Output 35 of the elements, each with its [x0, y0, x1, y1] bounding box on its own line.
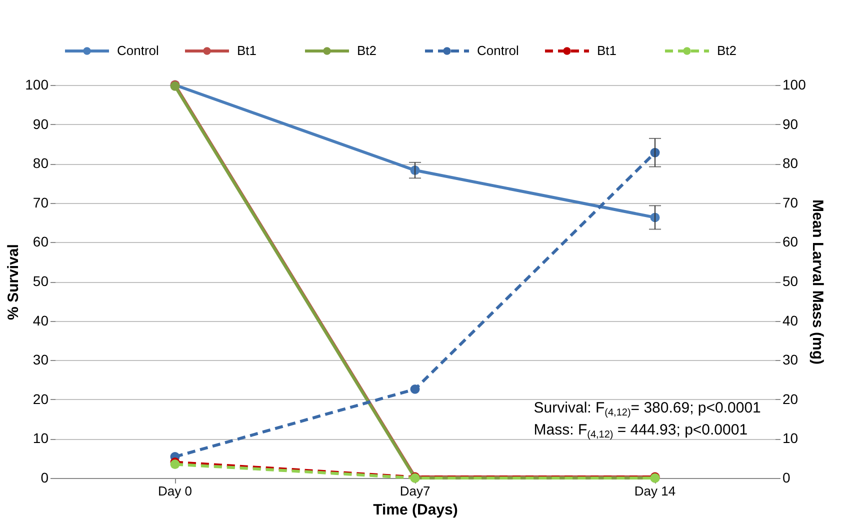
point [410, 384, 420, 394]
y-tick-label: 90 [32, 116, 49, 132]
y-tick-label: 40 [32, 312, 49, 328]
y2-tick-label: 10 [782, 430, 798, 446]
y2-tick-label: 60 [782, 234, 798, 250]
x-axis-title: Time (Days) [373, 502, 458, 518]
x-tick-label: Day 14 [634, 484, 676, 498]
y2-tick-label: 20 [782, 390, 798, 407]
y2-tick-label: 80 [782, 155, 798, 172]
legend-label: Bt2 [717, 43, 737, 58]
y-tick-label: 10 [32, 430, 49, 446]
y2-tick-label: 0 [782, 470, 790, 486]
y-axis-title: % Survival [5, 244, 22, 320]
y2-tick-label: 30 [782, 352, 798, 368]
y-tick-label: 30 [32, 352, 49, 368]
legend-label: Bt1 [237, 43, 257, 58]
x-tick-label: Day 0 [158, 484, 192, 498]
legend-label: Control [117, 43, 160, 58]
legend-label: Control [477, 43, 520, 58]
y-tick-label: 70 [32, 194, 49, 210]
legend-label: Bt2 [357, 43, 377, 58]
y2-tick-label: 90 [782, 116, 798, 132]
x-tick-label: Day7 [400, 484, 430, 498]
y2-tick-label: 70 [782, 194, 798, 210]
y-tick-label: 80 [32, 155, 49, 172]
y2-axis-title: Mean Larval Mass (mg) [808, 199, 826, 365]
legend-label: Bt1 [597, 43, 617, 58]
y2-tick-label: 100 [782, 76, 806, 92]
y-tick-label: 100 [25, 76, 49, 92]
y-tick-label: 20 [32, 390, 49, 407]
y-tick-label: 60 [32, 234, 49, 250]
y-tick-label: 50 [32, 273, 49, 289]
y2-tick-label: 40 [782, 312, 798, 328]
y2-tick-label: 50 [782, 273, 798, 289]
y-tick-label: 0 [40, 470, 49, 486]
